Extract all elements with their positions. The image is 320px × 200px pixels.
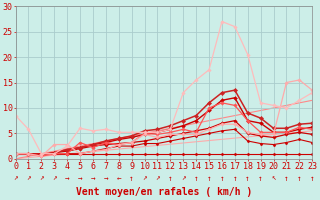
- Text: ↑: ↑: [258, 174, 263, 183]
- Text: ↑: ↑: [310, 174, 315, 183]
- Text: ↗: ↗: [142, 174, 147, 183]
- Text: ↗: ↗: [26, 174, 31, 183]
- Text: ↑: ↑: [297, 174, 302, 183]
- Text: →: →: [91, 174, 95, 183]
- Text: ↑: ↑: [129, 174, 134, 183]
- Text: ←: ←: [116, 174, 121, 183]
- Text: ↖: ↖: [271, 174, 276, 183]
- Text: ↑: ↑: [168, 174, 173, 183]
- Text: ↑: ↑: [245, 174, 250, 183]
- Text: →: →: [104, 174, 108, 183]
- Text: ↗: ↗: [181, 174, 186, 183]
- Text: →: →: [78, 174, 82, 183]
- X-axis label: Vent moyen/en rafales ( km/h ): Vent moyen/en rafales ( km/h ): [76, 187, 252, 197]
- Text: ↗: ↗: [52, 174, 57, 183]
- Text: ↑: ↑: [194, 174, 198, 183]
- Text: ↑: ↑: [233, 174, 237, 183]
- Text: ↗: ↗: [13, 174, 18, 183]
- Text: ↑: ↑: [207, 174, 211, 183]
- Text: ↗: ↗: [155, 174, 160, 183]
- Text: →: →: [65, 174, 69, 183]
- Text: ↑: ↑: [284, 174, 289, 183]
- Text: ↑: ↑: [220, 174, 224, 183]
- Text: ↗: ↗: [39, 174, 44, 183]
